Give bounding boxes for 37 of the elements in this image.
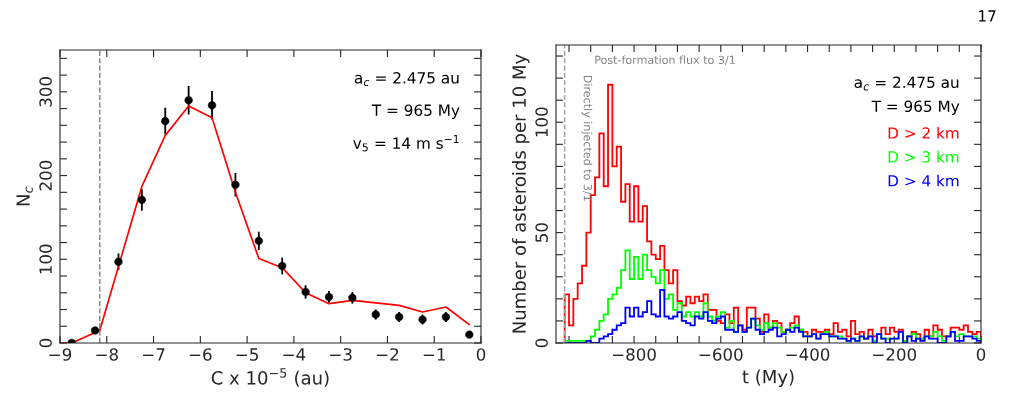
y-axis-title: Number of asteroids per 10 My [511,54,530,333]
annotation: a$_{c}$ = 2.475 au [354,72,459,87]
text: 17 [979,10,996,22]
x-tick-label: −800 [612,348,656,361]
text: D > 4 km [888,174,959,187]
annotation: Post-formation flux to 3/1 [595,55,735,65]
annotation: T = 965 My [371,104,460,119]
y-tick-label: 0 [535,338,548,348]
y-tick-label: 100 [535,107,548,137]
x-tick-label: −5 [236,348,258,361]
text: D > 3 km [888,150,959,163]
x-tick-label: −1 [423,348,445,361]
y-tick-label: 0 [39,338,52,348]
x-axis-title: C x 10$^{−5}$ (au) [211,368,329,387]
annotation: T = 965 My [871,100,960,115]
x-tick-label: −4 [283,348,306,361]
annotation: Directly injected to 3/1 [581,75,593,201]
x-tick-label: −8 [96,348,118,361]
y-tick-label: 200 [39,160,52,191]
x-tick-label: −7 [143,348,165,361]
y-tick-label: 300 [39,77,52,107]
x-tick-label: −400 [786,348,830,361]
annotation: v$_{5}$ = 14 m s$^{−1}$ [353,135,459,152]
y-tick-label: 100 [39,244,52,274]
x-tick-label: −3 [330,348,352,361]
annotation: a$_{c}$ = 2.475 au [854,76,959,91]
x-tick-label: −2 [376,348,399,361]
x-tick-label: 0 [476,348,486,361]
x-tick-label: −600 [699,348,743,361]
x-tick-label: −9 [49,348,72,361]
x-tick-label: 0 [976,348,986,361]
x-tick-label: −6 [189,348,212,361]
y-axis-title: N$_{c}$ [16,186,33,206]
y-tick-label: 50 [535,223,548,242]
x-tick-label: −200 [873,348,917,361]
x-axis-title: t (My) [742,369,794,388]
text: D > 2 km [888,127,959,139]
